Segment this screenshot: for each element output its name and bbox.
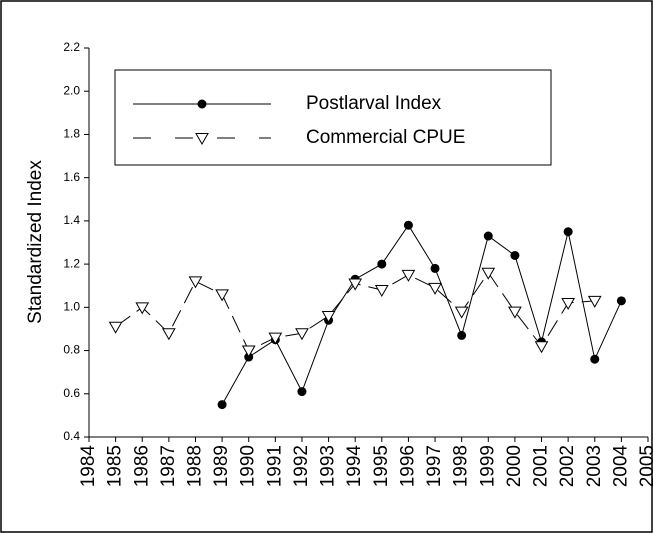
legend-label: Postlarval Index	[306, 93, 442, 114]
x-tick-label: 1994	[344, 445, 365, 488]
y-tick-label: 1.2	[63, 256, 80, 270]
x-tick-label: 1984	[78, 445, 99, 488]
marker	[616, 296, 626, 306]
marker	[215, 289, 229, 302]
x-tick-label: 2004	[610, 445, 631, 488]
x-tick-label: 1989	[211, 445, 232, 487]
marker	[108, 321, 123, 334]
x-tick-label: 1995	[371, 445, 392, 487]
x-tick-label: 1993	[318, 445, 339, 487]
marker	[428, 282, 442, 295]
marker	[135, 302, 150, 315]
marker	[241, 345, 256, 358]
y-tick-label: 1.0	[63, 300, 80, 314]
x-tick-label: 1992	[291, 445, 312, 487]
x-tick-label: 2002	[557, 445, 578, 487]
marker	[268, 332, 283, 345]
marker	[457, 330, 467, 340]
marker	[295, 328, 309, 341]
x-tick-label: 1988	[184, 445, 205, 487]
y-tick-label: 2.2	[63, 40, 80, 54]
legend-box	[114, 69, 552, 166]
y-axis-label: Standardized Index	[25, 160, 46, 324]
legend-marker	[197, 99, 207, 109]
y-tick-label: 1.4	[63, 213, 80, 227]
x-tick-label: 1996	[397, 445, 418, 487]
y-tick-label: 1.8	[63, 127, 80, 141]
marker	[563, 227, 573, 237]
marker	[348, 278, 363, 291]
x-tick-label: 1997	[424, 445, 445, 487]
marker	[481, 267, 496, 280]
marker	[483, 231, 493, 241]
legend: Postlarval Index Commercial CPUE	[114, 69, 552, 166]
marker	[401, 269, 416, 282]
x-tick-label: 1987	[158, 445, 179, 487]
marker	[377, 259, 387, 269]
marker	[454, 306, 469, 319]
x-tick-label: 2003	[584, 445, 605, 487]
x-tick-label: 1991	[264, 445, 285, 487]
x-tick-label: 2000	[504, 445, 525, 487]
series-line	[221, 224, 622, 405]
marker	[374, 285, 389, 298]
x-tick-label: 2001	[531, 445, 552, 487]
marker	[188, 276, 203, 289]
x-tick-label: 1986	[131, 445, 152, 487]
marker	[297, 387, 307, 397]
x-tick-label: 1990	[238, 445, 259, 487]
marker	[321, 310, 336, 323]
x-tick-label: 1998	[451, 445, 472, 487]
x-tick-label: 2005	[637, 445, 653, 487]
marker	[587, 295, 602, 308]
marker	[590, 354, 600, 364]
x-tick-label: 1985	[105, 445, 126, 487]
legend-label: Commercial CPUE	[306, 127, 465, 148]
y-tick-label: 1.6	[63, 170, 80, 184]
y-tick-label: 2.0	[63, 83, 80, 97]
y-tick-label: 0.6	[63, 386, 80, 400]
marker	[508, 306, 522, 319]
marker	[430, 263, 440, 273]
marker	[161, 328, 176, 341]
y-tick-label: 0.4	[63, 429, 80, 443]
marker	[534, 341, 549, 354]
x-tick-label: 1999	[477, 445, 498, 487]
y-tick-label: 0.8	[63, 343, 80, 357]
marker	[561, 298, 576, 311]
marker	[217, 400, 227, 410]
legend-marker	[195, 133, 209, 146]
marker	[403, 220, 413, 230]
marker	[510, 250, 520, 260]
